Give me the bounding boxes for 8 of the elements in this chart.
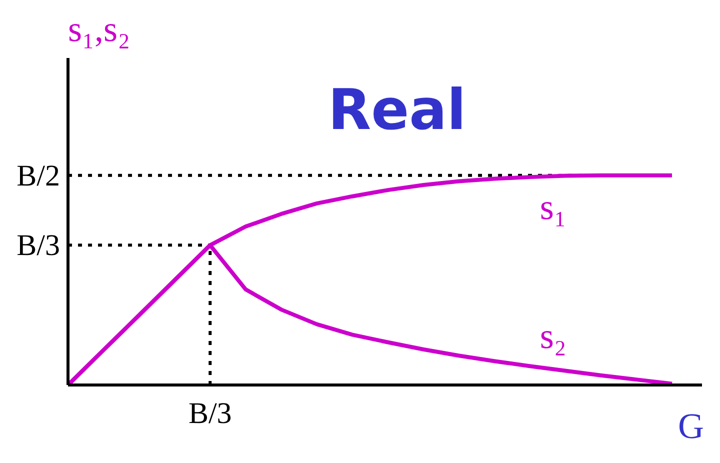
ref-line-label: B/3 (16, 229, 60, 262)
series-label: s₁ (540, 187, 566, 228)
x-axis-title: G (678, 405, 704, 447)
text: B/3 (188, 397, 232, 430)
ref-line-label: B/2 (16, 159, 60, 192)
series-label: s₂ (540, 316, 566, 356)
y-axis-title: s₁,s₂ (68, 8, 130, 50)
chart-title: Real (328, 78, 466, 143)
